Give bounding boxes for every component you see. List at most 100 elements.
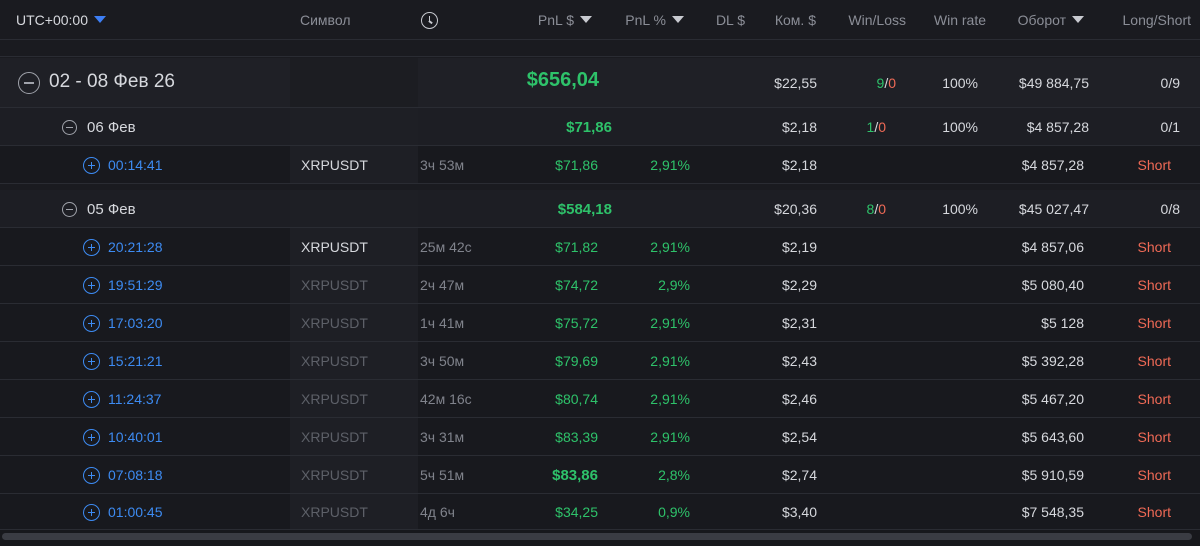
day-turnover: $45 027,47 <box>1018 201 1089 217</box>
trade-duration: 42м 16с <box>420 391 472 407</box>
trade-turnover: $5 910,59 <box>1021 467 1084 483</box>
column-turnover[interactable]: Оборот <box>1018 12 1084 28</box>
expand-icon[interactable] <box>83 277 100 294</box>
collapse-icon[interactable] <box>18 72 40 94</box>
trade-pnl: $71,82 <box>555 239 598 255</box>
table-row[interactable]: 19:51:29 XRPUSDT 2ч 47м $74,72 2,9% $2,29 $5 0… <box>0 266 1200 304</box>
collapse-icon[interactable] <box>62 202 77 217</box>
trade-duration: 25м 42с <box>420 239 472 255</box>
expand-icon[interactable] <box>83 239 100 256</box>
expand-icon[interactable] <box>83 315 100 332</box>
trade-turnover: $5 467,20 <box>1021 391 1084 407</box>
trade-pnl: $34,25 <box>555 504 598 520</box>
week-pnl: $656,04 <box>526 69 599 91</box>
symbol-cell <box>290 58 418 107</box>
expand-icon[interactable] <box>83 391 100 408</box>
trade-turnover: $5 392,28 <box>1021 353 1084 369</box>
day-long-short: 0/1 <box>1160 119 1180 135</box>
column-pnl-pct[interactable]: PnL % <box>625 12 684 28</box>
table-row[interactable]: 00:14:41 XRPUSDT 3ч 53м $71,86 2,91% $2,18 $4 … <box>0 146 1200 184</box>
trade-time: 15:21:21 <box>108 353 163 369</box>
win-count: 8 <box>866 201 875 217</box>
table-row[interactable]: 10:40:01 XRPUSDT 3ч 31м $83,39 2,91% $2,54 $5 … <box>0 418 1200 456</box>
day-label: 06 Фев <box>87 119 136 136</box>
column-dl-usd: DL $ <box>715 12 745 28</box>
trade-commission: $2,43 <box>781 353 817 369</box>
trade-duration: 2ч 47м <box>420 277 465 293</box>
day-win-loss: 8/0 <box>867 201 886 217</box>
table-row[interactable]: 11:24:37 XRPUSDT 42м 16с $80,74 2,91% $2,46 $5… <box>0 380 1200 418</box>
trade-time: 10:40:01 <box>108 429 163 445</box>
column-pnl-usd[interactable]: PnL $ <box>538 12 592 28</box>
trade-pnl: $74,72 <box>555 277 598 293</box>
timezone-label: UTC+00:00 <box>16 12 88 28</box>
trade-turnover: $5 128 <box>1041 315 1084 331</box>
trade-duration: 3ч 53м <box>420 157 465 173</box>
trade-duration: 5ч 51м <box>420 467 465 483</box>
expand-icon[interactable] <box>83 157 100 174</box>
symbol-cell <box>290 266 418 303</box>
table-row[interactable]: 07:08:18 XRPUSDT 5ч 51м $83,86 2,8% $2,74 $5 9… <box>0 456 1200 494</box>
trade-turnover: $7 548,35 <box>1021 504 1084 520</box>
symbol-cell <box>290 108 418 145</box>
expand-icon[interactable] <box>83 504 100 521</box>
week-group-row[interactable]: 02 - 08 Фев 26 $656,04 $22,55 9/0 100% $… <box>0 58 1200 108</box>
trade-commission: $2,74 <box>781 467 817 483</box>
expand-icon[interactable] <box>83 467 100 484</box>
win-loss-separator: / <box>874 201 879 217</box>
trade-commission: $2,46 <box>781 391 817 407</box>
trade-symbol: XRPUSDT <box>301 391 368 407</box>
symbol-cell <box>290 418 418 455</box>
day-pnl: $71,86 <box>566 119 612 136</box>
timezone-selector[interactable]: UTC+00:00 <box>16 12 106 28</box>
trade-time: 01:00:45 <box>108 504 163 520</box>
chevron-down-icon <box>93 16 106 23</box>
table-row[interactable]: 20:21:28 XRPUSDT 25м 42с $71,82 2,91% $2,19 $4… <box>0 228 1200 266</box>
clock-icon[interactable] <box>421 12 438 29</box>
trade-pnl: $80,74 <box>555 391 598 407</box>
win-loss-separator: / <box>874 119 879 135</box>
trade-pnl-pct: 2,91% <box>650 239 690 255</box>
trade-pnl-pct: 2,91% <box>650 315 690 331</box>
table-row[interactable]: 17:03:20 XRPUSDT 1ч 41м $75,72 2,91% $2,31 $5 … <box>0 304 1200 342</box>
trade-commission: $2,18 <box>781 157 817 173</box>
trade-symbol: XRPUSDT <box>301 277 368 293</box>
collapse-icon[interactable] <box>62 120 77 135</box>
day-pnl: $584,18 <box>557 201 612 218</box>
loss-count: 0 <box>878 119 886 135</box>
trade-duration: 4д 6ч <box>420 504 455 520</box>
trade-commission: $2,54 <box>781 429 817 445</box>
day-group-row[interactable]: 05 Фев $584,18 $20,36 8/0 100% $45 027,47 0/8 <box>0 190 1200 228</box>
horizontal-scrollbar[interactable] <box>0 530 1200 546</box>
symbol-cell <box>290 380 418 417</box>
trade-duration: 3ч 50м <box>420 353 465 369</box>
day-win-loss: 1/0 <box>867 119 886 135</box>
expand-icon[interactable] <box>83 429 100 446</box>
scrollbar-thumb[interactable] <box>2 533 1192 540</box>
expand-icon[interactable] <box>83 353 100 370</box>
trade-side: Short <box>1137 239 1171 255</box>
table-row[interactable]: 01:00:45 XRPUSDT 4д 6ч $34,25 0,9% $3,40 $7 54… <box>0 494 1200 530</box>
day-group-row[interactable]: 06 Фев $71,86 $2,18 1/0 100% $4 857,28 0/1 <box>0 108 1200 146</box>
week-label: 02 - 08 Фев 26 <box>49 71 175 92</box>
table-row[interactable]: 15:21:21 XRPUSDT 3ч 50м $79,69 2,91% $2,43 $5 … <box>0 342 1200 380</box>
day-win-rate: 100% <box>942 201 978 217</box>
week-long-short: 0/9 <box>1160 75 1180 91</box>
trade-pnl: $75,72 <box>555 315 598 331</box>
table-header: UTC+00:00 Символ PnL $ PnL % DL $ Ком. $… <box>0 0 1200 40</box>
trade-symbol: XRPUSDT <box>301 239 368 255</box>
trade-symbol: XRPUSDT <box>301 353 368 369</box>
trade-pnl: $83,39 <box>555 429 598 445</box>
trade-duration: 1ч 41м <box>420 315 465 331</box>
trade-time: 20:21:28 <box>108 239 163 255</box>
trade-side: Short <box>1137 277 1171 293</box>
win-loss-separator: / <box>884 75 889 91</box>
symbol-cell <box>290 456 418 493</box>
trade-time: 19:51:29 <box>108 277 163 293</box>
week-win-loss: 9/0 <box>877 75 896 91</box>
day-long-short: 0/8 <box>1160 201 1180 217</box>
day-label: 05 Фев <box>87 201 136 218</box>
symbol-cell <box>290 304 418 341</box>
column-symbol: Символ <box>300 12 351 28</box>
column-pnl-usd-label: PnL $ <box>537 12 574 28</box>
